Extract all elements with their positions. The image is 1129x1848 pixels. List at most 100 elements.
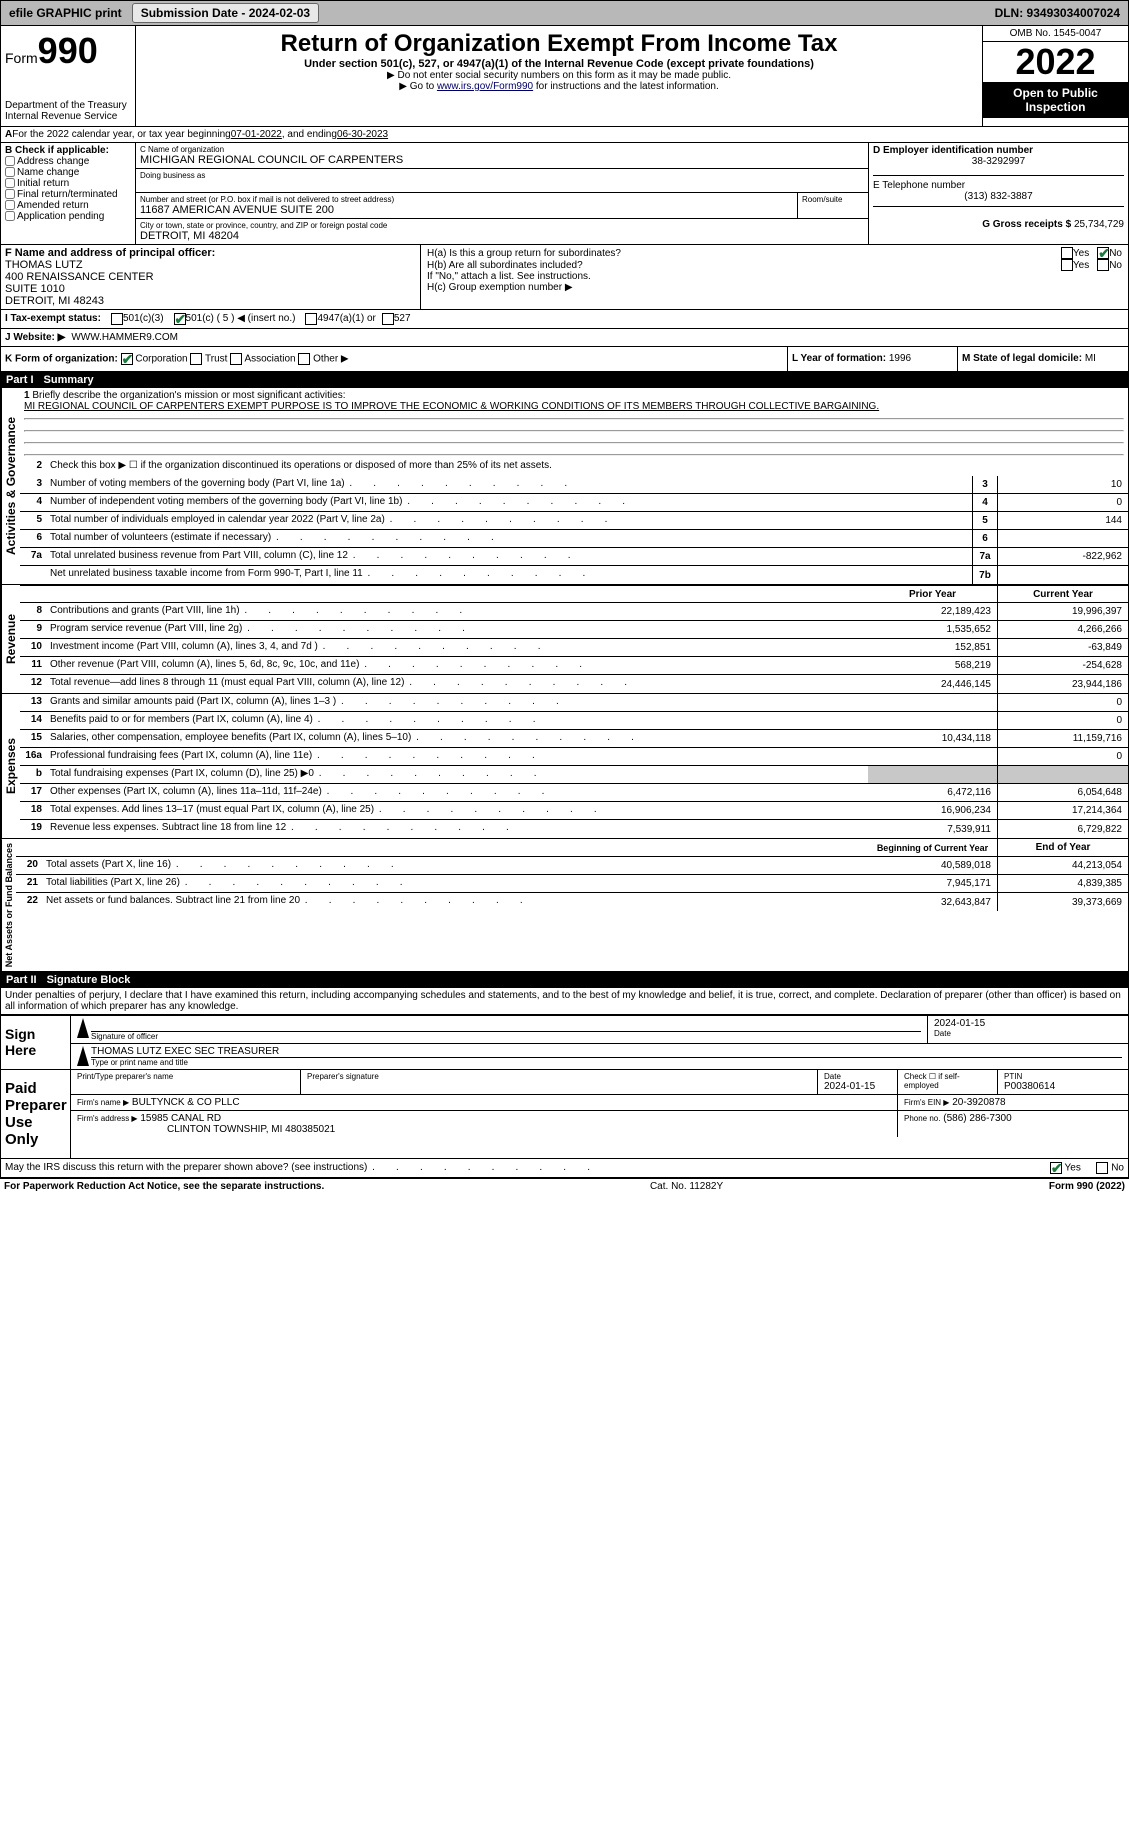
summary-row: 10Investment income (Part VIII, column (… xyxy=(20,639,1128,657)
cb-initial-return[interactable]: Initial return xyxy=(5,178,131,189)
sign-arrow-icon xyxy=(77,1018,89,1038)
discuss-yes[interactable] xyxy=(1050,1162,1062,1174)
dept-treasury: Department of the Treasury xyxy=(5,100,131,111)
ptin: P00380614 xyxy=(1004,1081,1122,1092)
i-527[interactable] xyxy=(382,313,394,325)
officer-block: F Name and address of principal officer:… xyxy=(0,245,1129,310)
summary-row: 20Total assets (Part X, line 16)40,589,0… xyxy=(16,857,1128,875)
section-klm: K Form of organization: Corporation Trus… xyxy=(0,347,1129,372)
omb-number: OMB No. 1545-0047 xyxy=(983,26,1128,42)
part1-header: Part I Summary xyxy=(0,372,1129,388)
part2-header: Part II Signature Block xyxy=(0,972,1129,988)
form-subtitle: Under section 501(c), 527, or 4947(a)(1)… xyxy=(140,58,978,70)
prep-date: 2024-01-15 xyxy=(824,1081,891,1092)
section-c: C Name of organization MICHIGAN REGIONAL… xyxy=(136,143,868,244)
efile-label: efile GRAPHIC print xyxy=(1,3,130,23)
section-i: I Tax-exempt status: 501(c)(3) 501(c) ( … xyxy=(0,310,1129,329)
firm-name: BULTYNCK & CO PLLC xyxy=(132,1097,240,1108)
cb-final-return[interactable]: Final return/terminated xyxy=(5,189,131,200)
hb-yes[interactable] xyxy=(1061,259,1073,271)
summary-row: 6Total number of volunteers (estimate if… xyxy=(20,530,1128,548)
summary-row: 13Grants and similar amounts paid (Part … xyxy=(20,694,1128,712)
section-expenses: Expenses 13Grants and similar amounts pa… xyxy=(0,694,1129,839)
summary-row: 22Net assets or fund balances. Subtract … xyxy=(16,893,1128,911)
section-f: F Name and address of principal officer:… xyxy=(1,245,421,309)
officer-name: THOMAS LUTZ xyxy=(5,259,416,271)
summary-row: 7aTotal unrelated business revenue from … xyxy=(20,548,1128,566)
summary-row: 21Total liabilities (Part X, line 26)7,9… xyxy=(16,875,1128,893)
ein: 38-3292997 xyxy=(873,156,1124,167)
summary-row: 16aProfessional fundraising fees (Part I… xyxy=(20,748,1128,766)
k-other[interactable] xyxy=(298,353,310,365)
tax-year: 2022 xyxy=(983,42,1128,82)
form-title-block: Return of Organization Exempt From Incom… xyxy=(136,26,983,126)
section-revenue: Revenue Prior Year Current Year 8Contrib… xyxy=(0,585,1129,694)
section-h: H(a) Is this a group return for subordin… xyxy=(421,245,1128,309)
website-note: ▶ Go to www.irs.gov/Form990 for instruct… xyxy=(140,81,978,92)
i-4947[interactable] xyxy=(305,313,317,325)
discuss-no[interactable] xyxy=(1096,1162,1108,1174)
form-id-block: Form990 Department of the Treasury Inter… xyxy=(1,26,136,126)
section-net-assets: Net Assets or Fund Balances Beginning of… xyxy=(0,839,1129,972)
form-title: Return of Organization Exempt From Incom… xyxy=(140,30,978,58)
website-value: WWW.HAMMER9.COM xyxy=(71,332,178,343)
state-domicile: MI xyxy=(1085,353,1096,364)
discuss-row: May the IRS discuss this return with the… xyxy=(0,1159,1129,1178)
summary-row: 14Benefits paid to or for members (Part … xyxy=(20,712,1128,730)
summary-row: 9Program service revenue (Part VIII, lin… xyxy=(20,621,1128,639)
irs-link[interactable]: www.irs.gov/Form990 xyxy=(437,81,533,92)
line-a: A For the 2022 calendar year, or tax yea… xyxy=(0,127,1129,143)
page-footer: For Paperwork Reduction Act Notice, see … xyxy=(0,1178,1129,1194)
section-governance: Activities & Governance 1 Briefly descri… xyxy=(0,388,1129,585)
firm-ein: 20-3920878 xyxy=(952,1097,1005,1108)
tax-year-begin: 07-01-2022 xyxy=(231,129,282,140)
cb-application-pending[interactable]: Application pending xyxy=(5,211,131,222)
cb-name-change[interactable]: Name change xyxy=(5,167,131,178)
penalty-text: Under penalties of perjury, I declare th… xyxy=(0,988,1129,1014)
cb-address-change[interactable]: Address change xyxy=(5,156,131,167)
ha-yes[interactable] xyxy=(1061,247,1073,259)
summary-row: 12Total revenue—add lines 8 through 11 (… xyxy=(20,675,1128,693)
org-address: 11687 AMERICAN AVENUE SUITE 200 xyxy=(140,204,793,216)
entity-block: B Check if applicable: Address change Na… xyxy=(0,143,1129,245)
hb-no[interactable] xyxy=(1097,259,1109,271)
section-b: B Check if applicable: Address change Na… xyxy=(1,143,136,244)
ssn-note: ▶ Do not enter social security numbers o… xyxy=(140,70,978,81)
k-corp[interactable] xyxy=(121,353,133,365)
i-501c[interactable] xyxy=(174,313,186,325)
sig-date: 2024-01-15 xyxy=(934,1018,1122,1029)
tax-year-end: 06-30-2023 xyxy=(337,129,388,140)
dln-label: DLN: 93493034007024 xyxy=(987,3,1128,23)
summary-row: bTotal fundraising expenses (Part IX, co… xyxy=(20,766,1128,784)
cb-amended-return[interactable]: Amended return xyxy=(5,200,131,211)
open-to-public: Open to Public Inspection xyxy=(983,82,1128,118)
paid-preparer-block: Paid Preparer Use Only Print/Type prepar… xyxy=(0,1070,1129,1159)
i-501c3[interactable] xyxy=(111,313,123,325)
k-assoc[interactable] xyxy=(230,353,242,365)
sign-arrow-icon xyxy=(77,1046,89,1066)
summary-row: Net unrelated business taxable income fr… xyxy=(20,566,1128,584)
form-year-block: OMB No. 1545-0047 2022 Open to Public In… xyxy=(983,26,1128,126)
form-prefix: Form xyxy=(5,50,38,66)
summary-row: 5Total number of individuals employed in… xyxy=(20,512,1128,530)
summary-row: 19Revenue less expenses. Subtract line 1… xyxy=(20,820,1128,838)
sign-here-block: Sign Here Signature of officer 2024-01-1… xyxy=(0,1014,1129,1070)
officer-name-title: THOMAS LUTZ EXEC SEC TREASURER xyxy=(91,1046,1122,1057)
efile-topbar: efile GRAPHIC print Submission Date - 20… xyxy=(0,0,1129,26)
section-j: J Website: ▶ WWW.HAMMER9.COM xyxy=(0,329,1129,347)
gross-receipts: 25,734,729 xyxy=(1074,219,1124,230)
k-trust[interactable] xyxy=(190,353,202,365)
ha-no[interactable] xyxy=(1097,247,1109,259)
org-city: DETROIT, MI 48204 xyxy=(140,230,864,242)
firm-addr: 15985 CANAL RD xyxy=(140,1113,221,1124)
firm-phone: (586) 286-7300 xyxy=(943,1113,1011,1124)
summary-row: 17Other expenses (Part IX, column (A), l… xyxy=(20,784,1128,802)
submission-date-button[interactable]: Submission Date - 2024-02-03 xyxy=(132,3,319,23)
mission-text: MI REGIONAL COUNCIL OF CARPENTERS EXEMPT… xyxy=(24,401,879,412)
summary-row: 18Total expenses. Add lines 13–17 (must … xyxy=(20,802,1128,820)
phone: (313) 832-3887 xyxy=(873,191,1124,202)
form-number: 990 xyxy=(38,30,98,71)
org-name: MICHIGAN REGIONAL COUNCIL OF CARPENTERS xyxy=(140,154,864,166)
year-formation: 1996 xyxy=(889,353,911,364)
summary-row: 3Number of voting members of the governi… xyxy=(20,476,1128,494)
